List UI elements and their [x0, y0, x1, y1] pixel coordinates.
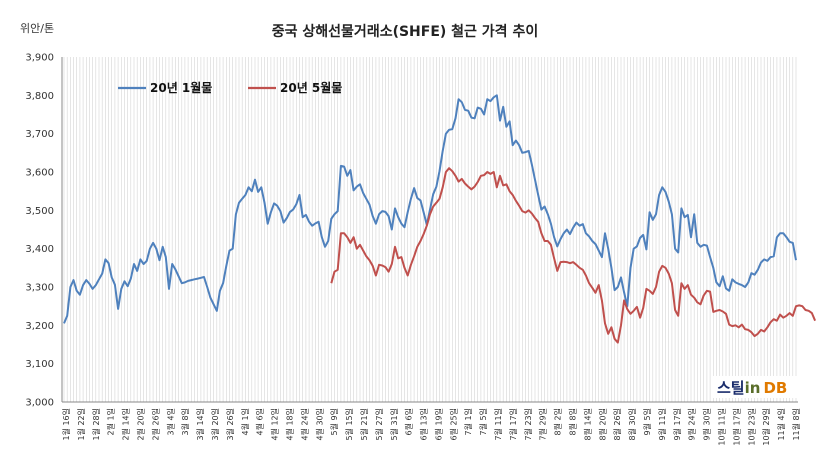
- watermark-logo: 스틸in DB: [712, 376, 800, 398]
- x-tick-label: 10월 17일: [731, 408, 741, 446]
- y-tick-label: 3,800: [25, 91, 54, 102]
- y-tick-label: 3,300: [25, 283, 54, 294]
- x-tick-label: 1월 28일: [91, 408, 101, 441]
- x-tick-label: 7월 5일: [478, 408, 488, 435]
- y-tick-label: 3,200: [25, 321, 54, 332]
- axes: [61, 57, 798, 403]
- x-tick-label: 5월 21일: [359, 408, 369, 441]
- x-tick-label: 10월 29일: [761, 408, 771, 446]
- x-tick-label: 2월 14일: [121, 408, 131, 441]
- x-tick-label: 5월 27일: [374, 408, 384, 441]
- legend-label-series-1: 20년 1월물: [150, 80, 212, 95]
- x-tick-label: 4월 6일: [255, 408, 265, 435]
- x-tick-label: 3월 8일: [180, 408, 190, 435]
- y-axis-unit-label: 위안/톤: [20, 22, 54, 35]
- y-tick-label: 3,100: [25, 359, 54, 370]
- x-tick-label: 4월 24일: [299, 408, 309, 441]
- x-tick-label: 6월 13일: [419, 408, 429, 441]
- x-tick-label: 6월 19일: [433, 408, 443, 441]
- x-tick-label: 2월 20일: [136, 408, 146, 441]
- y-tick-label: 3,600: [25, 168, 54, 179]
- x-tick-label: 6월 25일: [448, 408, 458, 441]
- logo-db-text: DB: [763, 379, 787, 397]
- x-tick-label: 4월 18일: [285, 408, 295, 441]
- x-tick-label: 9월 24일: [687, 408, 697, 441]
- x-tick-label: 10월 11일: [717, 408, 727, 446]
- x-tick-labels: 1월 16일 1월 22일 1월 28일 2월 1일 2월 14일 2월 20일 2월 26…: [61, 408, 801, 446]
- series-lines: [63, 94, 817, 344]
- x-tick-label: 3월 14일: [195, 408, 205, 441]
- x-tick-label: 4월 1일: [240, 408, 250, 435]
- x-tick-label: 7월 11일: [493, 408, 503, 441]
- y-tick-label: 3,000: [25, 398, 54, 409]
- y-tick-label: 3,900: [25, 53, 54, 64]
- legend-label-series-2: 20년 5월물: [280, 80, 342, 95]
- x-tick-label: 1월 16일: [61, 408, 71, 441]
- chart-title: 중국 상해선물거래소(SHFE) 철근 가격 추이: [272, 23, 538, 40]
- x-tick-label: 5월 15일: [344, 408, 354, 441]
- logo-in-text: in: [745, 379, 761, 397]
- x-tick-label: 11월 4일: [776, 408, 786, 441]
- y-tick-labels: 3,000 3,100 3,200 3,300 3,400 3,500 3,600 3,700…: [25, 53, 54, 409]
- x-tick-label: 6월 6일: [404, 408, 414, 435]
- series-line-2: [330, 167, 817, 344]
- y-tick-label: 3,400: [25, 244, 54, 255]
- x-tick-label: 5월 31일: [389, 408, 399, 441]
- x-tick-label: 11월 8일: [791, 408, 801, 441]
- x-tick-label: 9월 17일: [672, 408, 682, 441]
- x-tick-label: 8월 30일: [627, 408, 637, 441]
- x-tick-label: 8월 8일: [568, 408, 578, 435]
- x-tick-label: 2월 1일: [106, 408, 116, 435]
- x-tick-label: 1월 22일: [76, 408, 86, 441]
- x-tick-label: 8월 14일: [582, 408, 592, 441]
- x-tick-label: 7월 1일: [463, 408, 473, 435]
- x-tick-label: 8월 26일: [612, 408, 622, 441]
- legend: 20년 1월물 20년 5월물: [118, 80, 342, 95]
- grid-lines: [63, 57, 797, 402]
- y-tick-label: 3,500: [25, 206, 54, 217]
- x-tick-label: 7월 23일: [523, 408, 533, 441]
- x-tick-label: 10월 23일: [746, 408, 756, 446]
- x-tick-label: 9월 30일: [702, 408, 712, 441]
- y-tick-label: 3,700: [25, 129, 54, 140]
- x-tick-label: 7월 29일: [538, 408, 548, 441]
- x-tick-label: 3월 20일: [210, 408, 220, 441]
- x-tick-label: 4월 12일: [270, 408, 280, 441]
- logo-steel-text: 스틸: [717, 379, 745, 397]
- x-tick-label: 5월 9일: [329, 408, 339, 435]
- x-tick-label: 3월 4일: [165, 408, 175, 435]
- x-tick-label: 8월 2일: [553, 408, 563, 435]
- x-tick-label: 3월 26일: [225, 408, 235, 441]
- x-tick-label: 9월 11일: [657, 408, 667, 441]
- x-tick-label: 7월 17일: [508, 408, 518, 441]
- x-tick-label: 4월 30일: [314, 408, 324, 441]
- x-tick-label: 8월 20일: [597, 408, 607, 441]
- series-line-1: [63, 94, 797, 324]
- x-tick-label: 2월 26일: [150, 408, 160, 441]
- x-tick-label: 9월 5일: [642, 408, 652, 435]
